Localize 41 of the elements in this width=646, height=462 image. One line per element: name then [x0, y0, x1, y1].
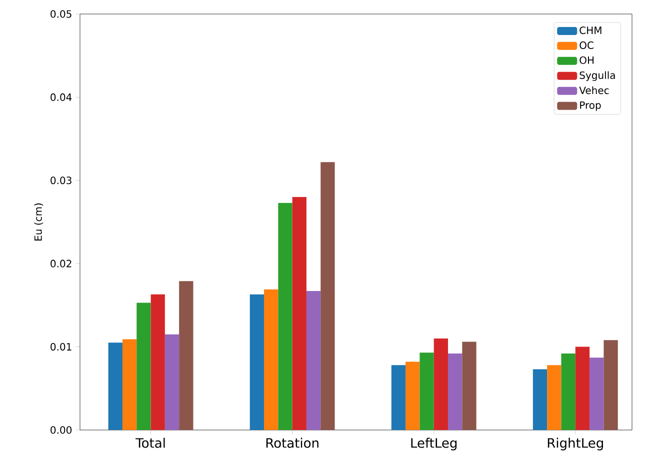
bar [278, 202, 292, 430]
bar [462, 342, 476, 430]
x-tick-label: Rotation [266, 438, 318, 448]
legend-label: Vehec [579, 86, 609, 94]
bar [136, 302, 151, 430]
bar [532, 369, 548, 430]
bar [448, 353, 462, 430]
legend-label: OH [580, 56, 594, 64]
y-tick-label: 0.01 [50, 343, 72, 351]
bar [391, 365, 406, 430]
x-tick-label: LeftLeg [411, 438, 457, 450]
legend-label: CHM [580, 26, 602, 34]
bar [250, 294, 264, 430]
bar [306, 291, 321, 430]
bar [604, 340, 618, 430]
bar [292, 197, 306, 430]
bar [575, 346, 590, 430]
bar [561, 353, 576, 430]
bar [420, 352, 434, 430]
y-tick-label: 0.04 [50, 93, 72, 101]
legend-label: Sygulla [580, 71, 615, 81]
bar [164, 334, 180, 430]
bar [406, 362, 420, 430]
y-tick-label: 0.05 [50, 10, 72, 18]
x-tick-label: Total [136, 438, 165, 448]
bar [547, 365, 562, 430]
legend-label: Prop [580, 101, 601, 111]
legend-label: OC [580, 41, 594, 50]
bar [108, 342, 122, 430]
bar [150, 294, 165, 430]
bar [320, 162, 335, 430]
y-tick-label: 0.00 [50, 426, 72, 434]
y-axis-title: Eu (cm) [34, 203, 44, 240]
y-tick-label: 0.02 [50, 260, 72, 268]
bar [122, 339, 137, 430]
bar [179, 281, 194, 430]
bar [434, 338, 448, 430]
bar [264, 289, 278, 430]
bar [590, 358, 604, 430]
x-tick-label: RightLeg [548, 438, 603, 450]
y-tick-label: 0.03 [50, 176, 72, 184]
